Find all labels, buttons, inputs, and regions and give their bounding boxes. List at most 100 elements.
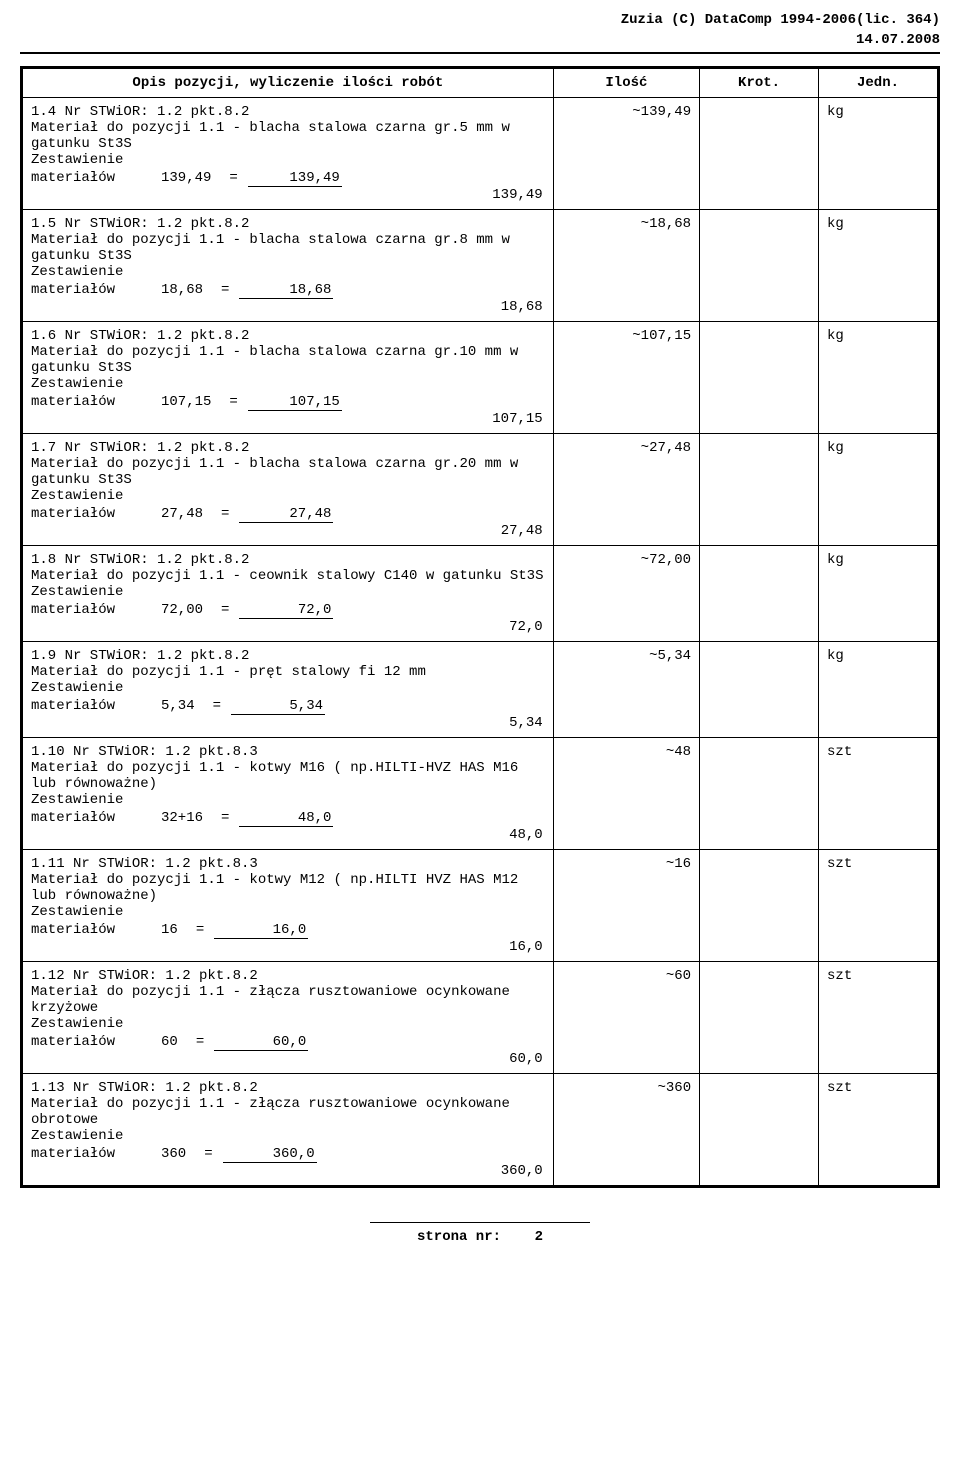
- qty-cell: ~18,68: [553, 210, 699, 322]
- sum-row: 18,68: [31, 299, 545, 315]
- unit-cell: szt: [819, 962, 938, 1074]
- calc-result: 139,49: [248, 170, 342, 187]
- equals-sign: =: [221, 506, 229, 523]
- calc-row: materiałów360=360,0: [31, 1146, 545, 1163]
- sum-row: 107,15: [31, 411, 545, 427]
- krot-cell: [700, 850, 819, 962]
- unit-cell: kg: [819, 434, 938, 546]
- position-desc: Materiał do pozycji 1.1 - ceownik stalow…: [31, 568, 545, 584]
- calc-result: 16,0: [214, 922, 308, 939]
- position-desc: Materiał do pozycji 1.1 - blacha stalowa…: [31, 120, 545, 152]
- position-desc: Materiał do pozycji 1.1 - blacha stalowa…: [31, 456, 545, 488]
- materialow-label: materiałów: [31, 1034, 161, 1051]
- calc-result: 107,15: [248, 394, 342, 411]
- table-header-row: Opis pozycji, wyliczenie ilości robót Il…: [23, 69, 938, 98]
- equals-sign: =: [229, 170, 237, 187]
- equals-sign: =: [221, 602, 229, 619]
- col-krot: Krot.: [700, 69, 819, 98]
- calc-row: materiałów32+16=48,0: [31, 810, 545, 827]
- desc-cell: 1.9 Nr STWiOR: 1.2 pkt.8.2Materiał do po…: [23, 642, 554, 738]
- table-row: 1.4 Nr STWiOR: 1.2 pkt.8.2Materiał do po…: [23, 98, 938, 210]
- calc-row: materiałów139,49=139,49: [31, 170, 545, 187]
- calc-result: 5,34: [231, 698, 325, 715]
- qty-cell: ~107,15: [553, 322, 699, 434]
- table-outer-border: Opis pozycji, wyliczenie ilości robót Il…: [20, 66, 940, 1188]
- krot-cell: [700, 1074, 819, 1186]
- calc-expression: 107,15: [161, 394, 211, 411]
- desc-cell: 1.7 Nr STWiOR: 1.2 pkt.8.2Materiał do po…: [23, 434, 554, 546]
- position-desc: Materiał do pozycji 1.1 - blacha stalowa…: [31, 232, 545, 264]
- calc-result: 48,0: [239, 810, 333, 827]
- sum-row: 48,0: [31, 827, 545, 843]
- calc-expression: 16: [161, 922, 178, 939]
- sum-value: 27,48: [451, 523, 545, 539]
- krot-cell: [700, 962, 819, 1074]
- position-desc: Materiał do pozycji 1.1 - blacha stalowa…: [31, 344, 545, 376]
- equals-sign: =: [196, 922, 204, 939]
- sum-row: 139,49: [31, 187, 545, 203]
- position-ref: 1.4 Nr STWiOR: 1.2 pkt.8.2: [31, 104, 545, 120]
- table-row: 1.10 Nr STWiOR: 1.2 pkt.8.3Materiał do p…: [23, 738, 938, 850]
- materialow-label: materiałów: [31, 170, 161, 187]
- sum-value: 139,49: [451, 187, 545, 203]
- footer-page-label: strona nr:: [417, 1229, 501, 1245]
- position-desc: Materiał do pozycji 1.1 - pręt stalowy f…: [31, 664, 545, 680]
- calc-result: 60,0: [214, 1034, 308, 1051]
- calc-row: materiałów107,15=107,15: [31, 394, 545, 411]
- krot-cell: [700, 210, 819, 322]
- calc-result: 360,0: [223, 1146, 317, 1163]
- table-row: 1.5 Nr STWiOR: 1.2 pkt.8.2Materiał do po…: [23, 210, 938, 322]
- krot-cell: [700, 738, 819, 850]
- calc-expression: 139,49: [161, 170, 211, 187]
- position-ref: 1.8 Nr STWiOR: 1.2 pkt.8.2: [31, 552, 545, 568]
- table-row: 1.8 Nr STWiOR: 1.2 pkt.8.2Materiał do po…: [23, 546, 938, 642]
- position-ref: 1.5 Nr STWiOR: 1.2 pkt.8.2: [31, 216, 545, 232]
- position-ref: 1.11 Nr STWiOR: 1.2 pkt.8.3: [31, 856, 545, 872]
- qty-cell: ~27,48: [553, 434, 699, 546]
- sum-value: 107,15: [451, 411, 545, 427]
- qty-cell: ~16: [553, 850, 699, 962]
- materialow-label: materiałów: [31, 698, 161, 715]
- calc-expression: 72,00: [161, 602, 203, 619]
- zestawienie-label: Zestawienie: [31, 1128, 545, 1144]
- zestawienie-label: Zestawienie: [31, 584, 545, 600]
- krot-cell: [700, 434, 819, 546]
- sum-row: 16,0: [31, 939, 545, 955]
- calc-expression: 5,34: [161, 698, 195, 715]
- krot-cell: [700, 546, 819, 642]
- equals-sign: =: [221, 282, 229, 299]
- calc-row: materiałów5,34=5,34: [31, 698, 545, 715]
- calc-row: materiałów18,68=18,68: [31, 282, 545, 299]
- zestawienie-label: Zestawienie: [31, 904, 545, 920]
- zestawienie-label: Zestawienie: [31, 680, 545, 696]
- table-row: 1.13 Nr STWiOR: 1.2 pkt.8.2Materiał do p…: [23, 1074, 938, 1186]
- desc-cell: 1.10 Nr STWiOR: 1.2 pkt.8.3Materiał do p…: [23, 738, 554, 850]
- qty-cell: ~60: [553, 962, 699, 1074]
- header-rule: [20, 52, 940, 54]
- materialow-label: materiałów: [31, 810, 161, 827]
- calc-expression: 60: [161, 1034, 178, 1051]
- materialow-label: materiałów: [31, 394, 161, 411]
- desc-cell: 1.4 Nr STWiOR: 1.2 pkt.8.2Materiał do po…: [23, 98, 554, 210]
- sum-value: 48,0: [451, 827, 545, 843]
- qty-cell: ~48: [553, 738, 699, 850]
- unit-cell: kg: [819, 98, 938, 210]
- footer-page-number: 2: [535, 1229, 543, 1245]
- krot-cell: [700, 322, 819, 434]
- sum-row: 72,0: [31, 619, 545, 635]
- position-desc: Materiał do pozycji 1.1 - kotwy M12 ( np…: [31, 872, 545, 904]
- calc-row: materiałów16=16,0: [31, 922, 545, 939]
- calc-expression: 360: [161, 1146, 186, 1163]
- calc-result: 27,48: [239, 506, 333, 523]
- col-opis: Opis pozycji, wyliczenie ilości robót: [23, 69, 554, 98]
- zestawienie-label: Zestawienie: [31, 488, 545, 504]
- qty-cell: ~360: [553, 1074, 699, 1186]
- zestawienie-label: Zestawienie: [31, 1016, 545, 1032]
- col-jedn: Jedn.: [819, 69, 938, 98]
- unit-cell: kg: [819, 546, 938, 642]
- sum-row: 60,0: [31, 1051, 545, 1067]
- unit-cell: szt: [819, 1074, 938, 1186]
- calc-row: materiałów27,48=27,48: [31, 506, 545, 523]
- position-ref: 1.12 Nr STWiOR: 1.2 pkt.8.2: [31, 968, 545, 984]
- unit-cell: szt: [819, 850, 938, 962]
